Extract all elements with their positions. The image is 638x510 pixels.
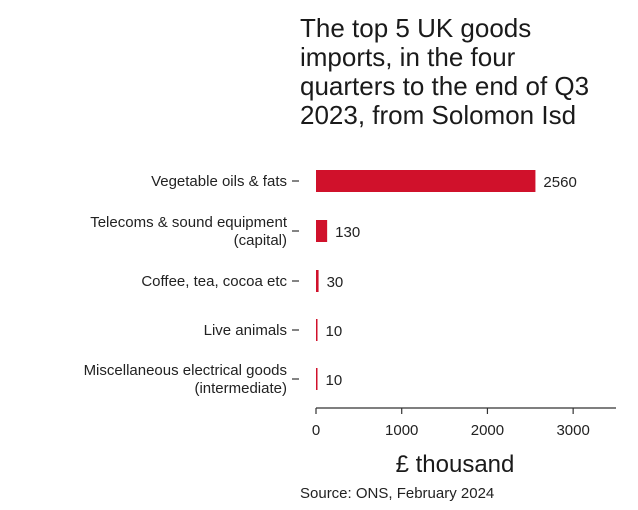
x-tick-label: 2000 (471, 422, 504, 439)
category-label: Telecoms & sound equipment (capital) (90, 214, 288, 249)
title-line: The top 5 UK goods (300, 13, 532, 43)
category-label: Coffee, tea, cocoa etc (141, 273, 287, 290)
bar (316, 270, 319, 292)
chart-title: The top 5 UK goods imports, in the four … (300, 14, 630, 130)
bar (316, 220, 328, 242)
x-axis-label: £ thousand (396, 451, 515, 478)
x-tick-label: 1000 (385, 422, 418, 439)
value-label: 10 (326, 372, 343, 389)
x-tick-label: 3000 (556, 422, 589, 439)
title-line: 2023, from Solomon Isd (300, 100, 577, 130)
title-line: imports, in the four (300, 42, 516, 72)
value-label: 130 (335, 224, 360, 241)
x-tick-label: 0 (312, 422, 320, 439)
bar (316, 368, 318, 390)
title-line: quarters to the end of Q3 (300, 71, 590, 101)
value-label: 2560 (543, 174, 576, 191)
category-label: Vegetable oils & fats (151, 173, 287, 190)
category-label: Miscellaneous electrical goods (intermedi… (84, 362, 287, 397)
source-note: Source: ONS, February 2024 (300, 485, 495, 502)
bar (316, 319, 318, 341)
bar (316, 170, 536, 192)
value-label: 30 (327, 274, 344, 291)
category-label: Live animals (204, 322, 287, 339)
value-label: 10 (326, 323, 343, 340)
